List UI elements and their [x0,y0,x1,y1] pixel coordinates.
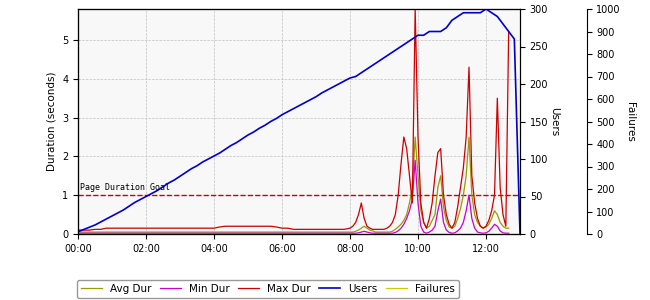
Min Dur [505,231,513,235]
Avg Dur [411,135,419,139]
Failures [335,232,343,236]
Min Dur [383,231,391,235]
Max Dur [411,7,419,11]
Avg Dur [468,194,476,197]
Users [397,45,405,48]
Failures [74,232,82,236]
Line: Max Dur: Max Dur [78,9,509,230]
Max Dur [380,227,388,231]
Y-axis label: Failures: Failures [625,102,635,141]
Legend: Avg Dur, Min Dur, Max Dur, Users, Failures: Avg Dur, Min Dur, Max Dur, Users, Failur… [77,280,460,298]
Failures [182,232,190,236]
Users [193,164,201,167]
Users [182,171,190,174]
Max Dur [74,228,82,232]
Users [255,127,263,130]
Users [329,85,337,89]
Max Dur [400,135,408,139]
Failures [505,232,513,236]
Avg Dur [505,226,513,230]
Y-axis label: Users: Users [549,107,560,136]
Avg Dur [383,230,391,234]
Min Dur [414,201,422,205]
Max Dur [505,31,513,34]
Max Dur [414,135,422,139]
Line: Avg Dur: Avg Dur [78,137,509,232]
Line: Min Dur: Min Dur [78,160,509,233]
Avg Dur [91,230,99,234]
Min Dur [380,231,388,235]
Max Dur [468,174,476,178]
Users [482,7,490,11]
Avg Dur [400,219,408,222]
Users [74,230,82,233]
Line: Users: Users [78,9,520,234]
Failures [420,232,428,236]
Min Dur [468,217,476,220]
Max Dur [91,227,99,231]
Avg Dur [380,230,388,234]
Min Dur [91,231,99,235]
Avg Dur [414,174,422,178]
Text: Page Duration Goal: Page Duration Goal [80,184,170,193]
Users [516,232,524,236]
Min Dur [74,231,82,235]
Failures [465,232,473,236]
Failures [443,232,450,236]
Min Dur [411,158,419,162]
Min Dur [400,223,408,226]
Max Dur [383,226,391,230]
Users [250,130,257,134]
Avg Dur [74,230,82,234]
Y-axis label: Duration (seconds): Duration (seconds) [46,72,57,171]
Failures [199,232,207,236]
